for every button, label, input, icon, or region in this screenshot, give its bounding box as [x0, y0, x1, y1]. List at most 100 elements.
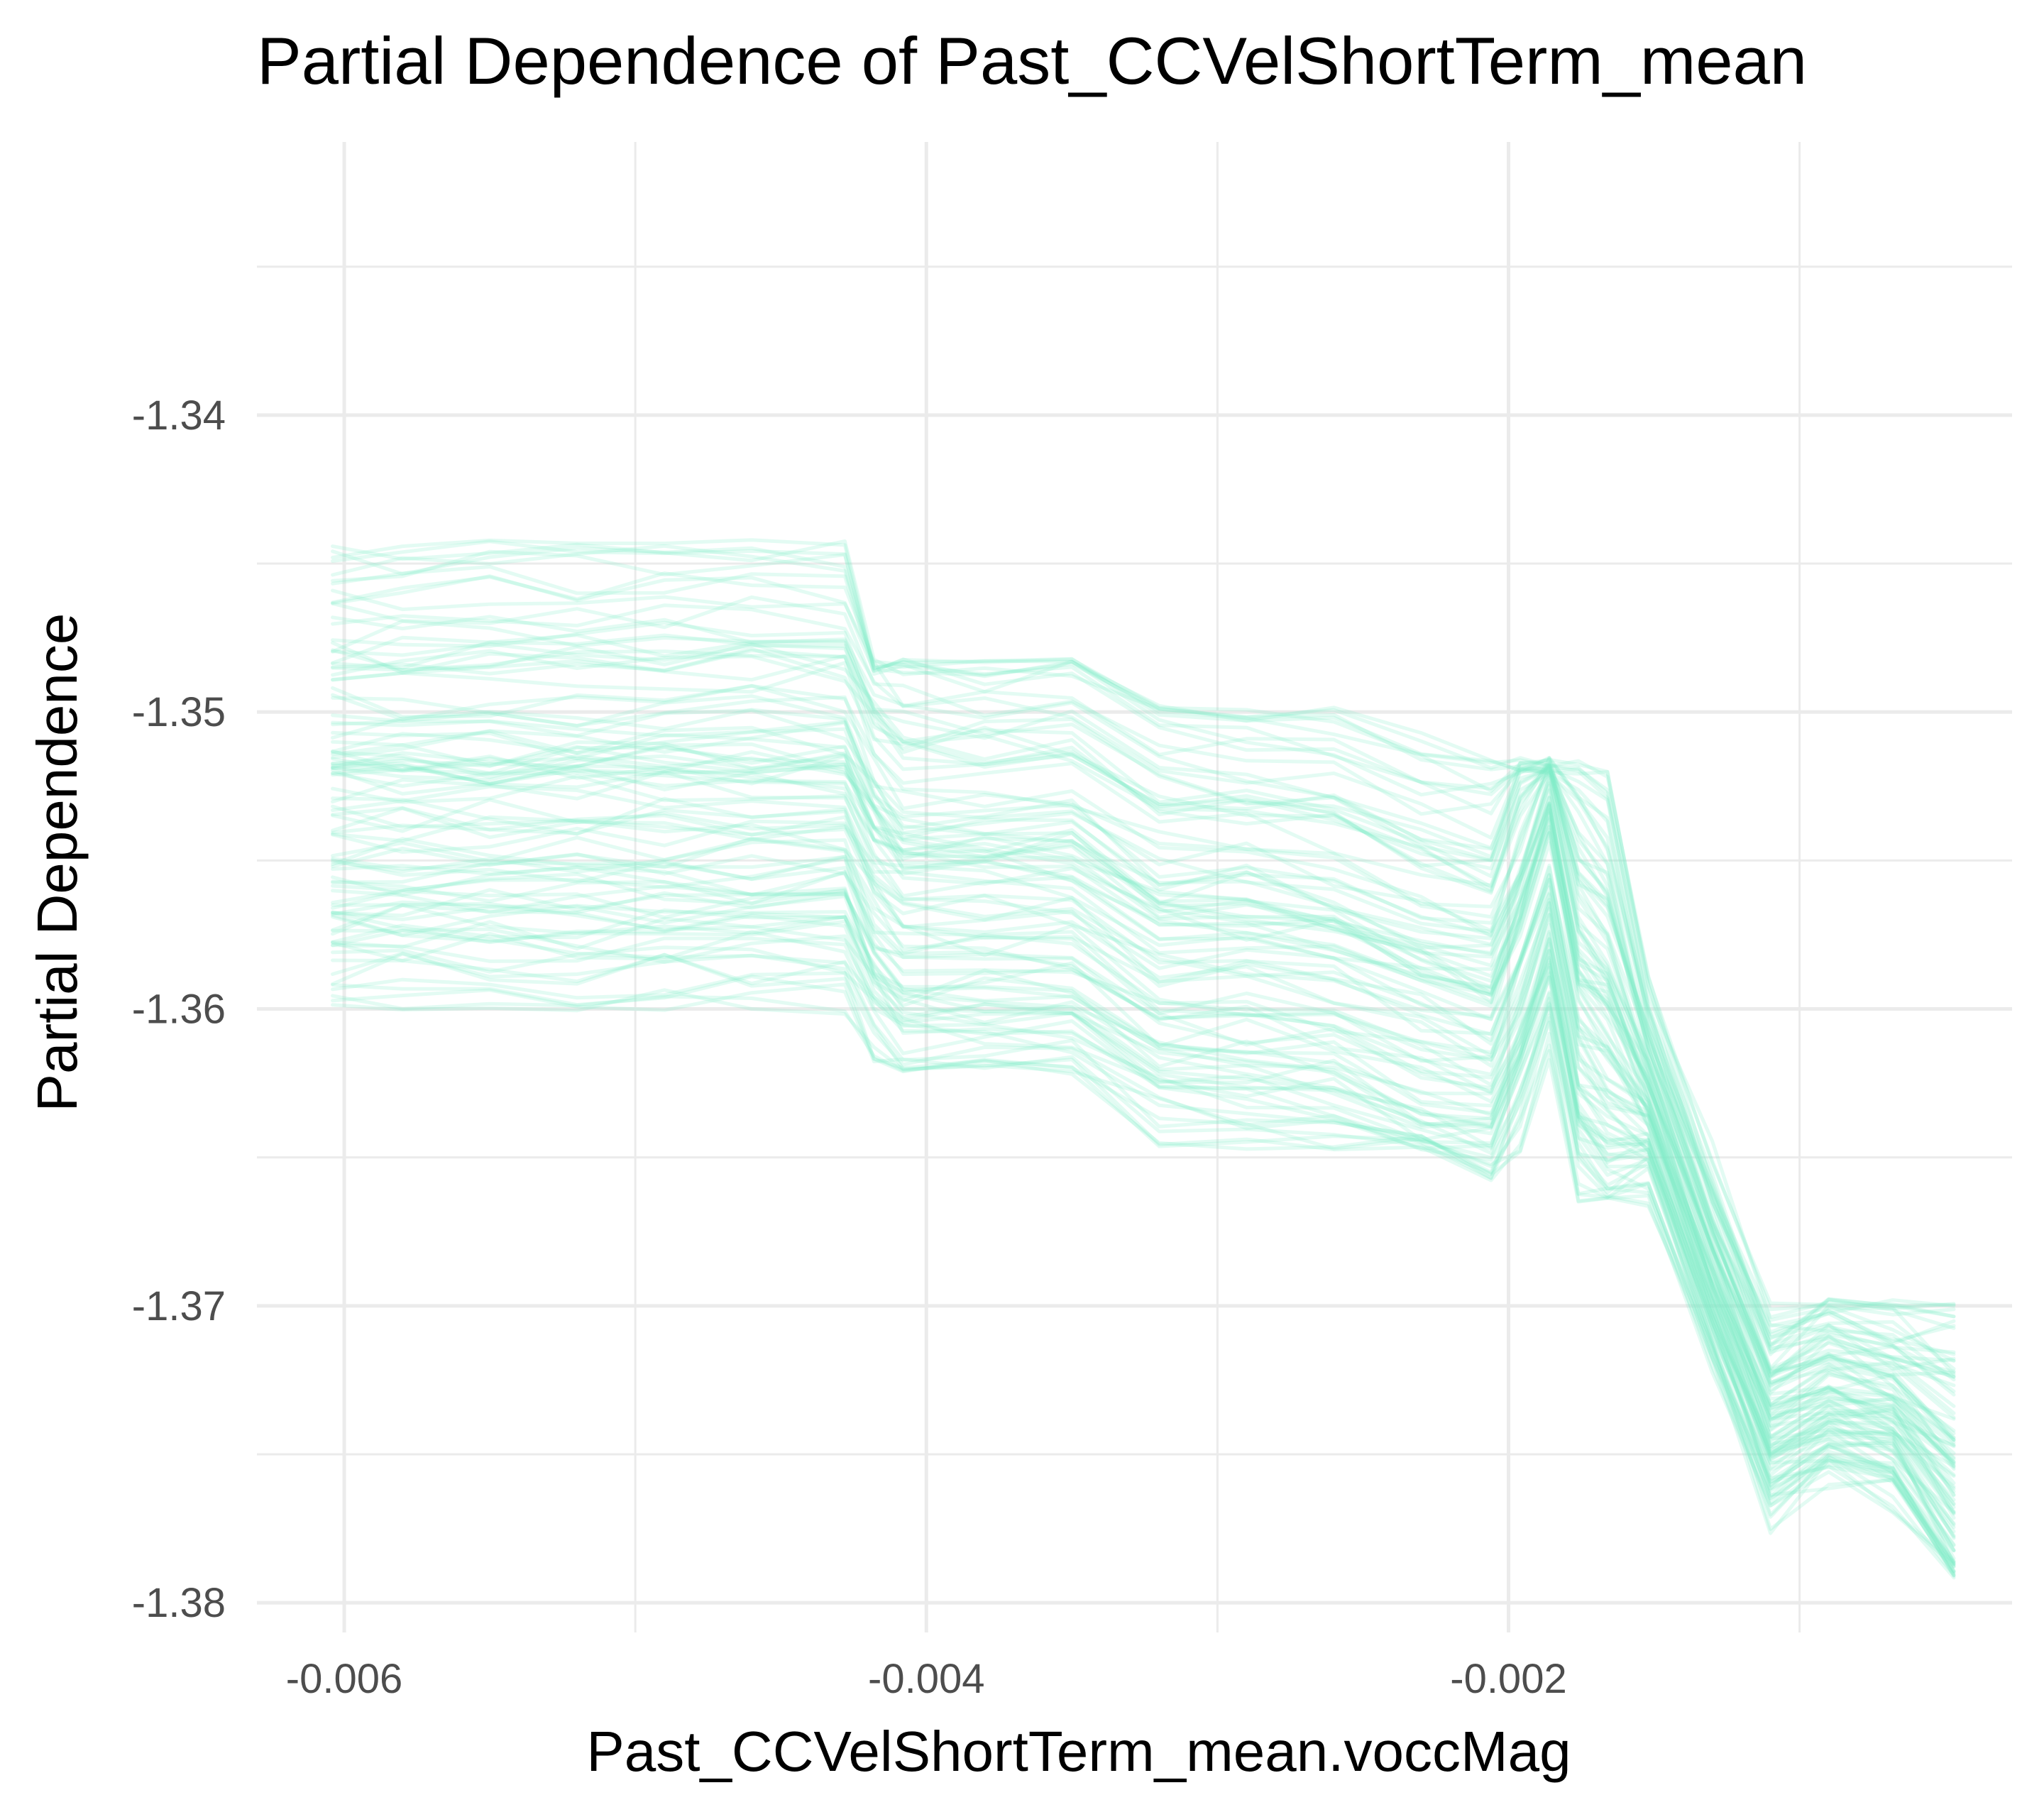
y-tick-label: -1.38	[132, 1580, 226, 1626]
ice-curve	[331, 994, 1956, 1564]
x-tick-label: -0.004	[868, 1656, 984, 1702]
ice-curve	[331, 574, 1956, 1356]
x-axis-tick-labels: -0.006 -0.004 -0.002	[286, 1656, 1567, 1702]
ice-curve	[331, 836, 1956, 1520]
ice-curve	[331, 549, 1956, 1319]
minor-gridlines	[257, 142, 2012, 1632]
major-gridlines	[257, 142, 2012, 1632]
ice-curve	[331, 784, 1956, 1489]
ice-curve	[331, 837, 1956, 1514]
ice-curve	[331, 927, 1956, 1569]
ice-curve	[331, 642, 1956, 1388]
ice-curve	[331, 763, 1956, 1464]
ice-curve	[331, 754, 1956, 1447]
ice-curve	[331, 889, 1956, 1540]
ice-curve	[331, 539, 1956, 1347]
ice-curve	[331, 855, 1956, 1502]
ice-curve	[331, 951, 1956, 1575]
ice-curve	[331, 565, 1956, 1346]
ice-curve	[331, 904, 1956, 1561]
ice-curve	[331, 615, 1956, 1376]
ice-curve	[331, 804, 1956, 1491]
ice-curve	[331, 915, 1956, 1553]
ice-curve	[331, 620, 1956, 1378]
ice-curve	[331, 953, 1956, 1580]
ice-curve	[331, 740, 1956, 1471]
ice-curve	[331, 654, 1956, 1395]
ice-curve	[331, 858, 1956, 1538]
ice-curve	[331, 756, 1956, 1447]
ice-curve	[331, 916, 1956, 1576]
ice-curve	[331, 798, 1956, 1497]
ice-curve	[331, 588, 1956, 1344]
ice-curve	[331, 975, 1956, 1574]
ice-curve	[331, 750, 1956, 1461]
ice-curve	[331, 743, 1956, 1440]
x-axis-title: Past_CCVelShortTerm_mean.voccMag	[586, 1720, 1571, 1783]
x-tick-label: -0.002	[1450, 1656, 1566, 1702]
ice-curve	[331, 619, 1956, 1379]
ice-curve	[331, 641, 1956, 1372]
y-axis-title: Partial Dependence	[26, 613, 89, 1112]
ice-curve	[331, 852, 1956, 1515]
ice-curve	[331, 910, 1956, 1578]
ice-curve	[331, 720, 1956, 1442]
ice-curve	[331, 762, 1956, 1464]
ice-curve	[331, 903, 1956, 1578]
ice-curve	[331, 684, 1956, 1408]
ice-curve	[331, 952, 1956, 1577]
ice-curve	[331, 894, 1956, 1539]
ice-curve	[331, 571, 1956, 1348]
ice-curve	[331, 647, 1956, 1382]
ice-curve	[331, 886, 1956, 1566]
ice-curve	[331, 730, 1956, 1442]
ice-curve	[331, 835, 1956, 1516]
x-tick-label: -0.006	[286, 1656, 402, 1702]
ice-curve	[331, 539, 1956, 1328]
ice-curve	[331, 725, 1956, 1444]
ice-curve	[331, 908, 1956, 1565]
ice-curve	[331, 815, 1956, 1515]
ice-curve	[331, 649, 1956, 1378]
ice-curve	[331, 695, 1956, 1436]
ice-curve	[331, 928, 1956, 1574]
ice-curve	[331, 719, 1956, 1442]
y-axis-tick-labels: -1.38 -1.37 -1.36 -1.35 -1.34	[132, 393, 226, 1626]
ice-curve	[331, 971, 1956, 1574]
ice-curve	[331, 684, 1956, 1420]
ice-curve	[331, 982, 1956, 1568]
ice-curve	[331, 750, 1956, 1459]
ice-curve	[331, 708, 1956, 1415]
ice-curve	[331, 930, 1956, 1569]
ice-curve	[331, 771, 1956, 1469]
ice-curve	[331, 864, 1956, 1552]
ice-curve	[331, 884, 1956, 1547]
ice-curve	[331, 727, 1956, 1439]
ice-curve	[331, 603, 1956, 1354]
ice-curve	[331, 546, 1956, 1356]
ice-curve	[331, 774, 1956, 1486]
ice-curve	[331, 633, 1956, 1397]
ice-curve	[331, 742, 1956, 1449]
ice-curve	[331, 865, 1956, 1525]
ice-curve	[331, 936, 1956, 1564]
ice-curve	[331, 819, 1956, 1493]
ice-curve	[331, 879, 1956, 1530]
ice-curve	[331, 595, 1956, 1371]
y-tick-label: -1.36	[132, 987, 226, 1033]
ice-curve	[331, 633, 1956, 1379]
ice-curve	[331, 838, 1956, 1507]
ice-curve	[331, 538, 1956, 1317]
ice-curve	[331, 649, 1956, 1378]
ice-curve	[331, 694, 1956, 1433]
ice-curve	[331, 945, 1956, 1564]
ice-curve	[331, 988, 1956, 1566]
ice-curve	[331, 762, 1956, 1465]
ice-curve	[331, 901, 1956, 1552]
ice-curve	[331, 770, 1956, 1477]
ice-curve	[331, 544, 1956, 1322]
ice-curve	[331, 806, 1956, 1506]
